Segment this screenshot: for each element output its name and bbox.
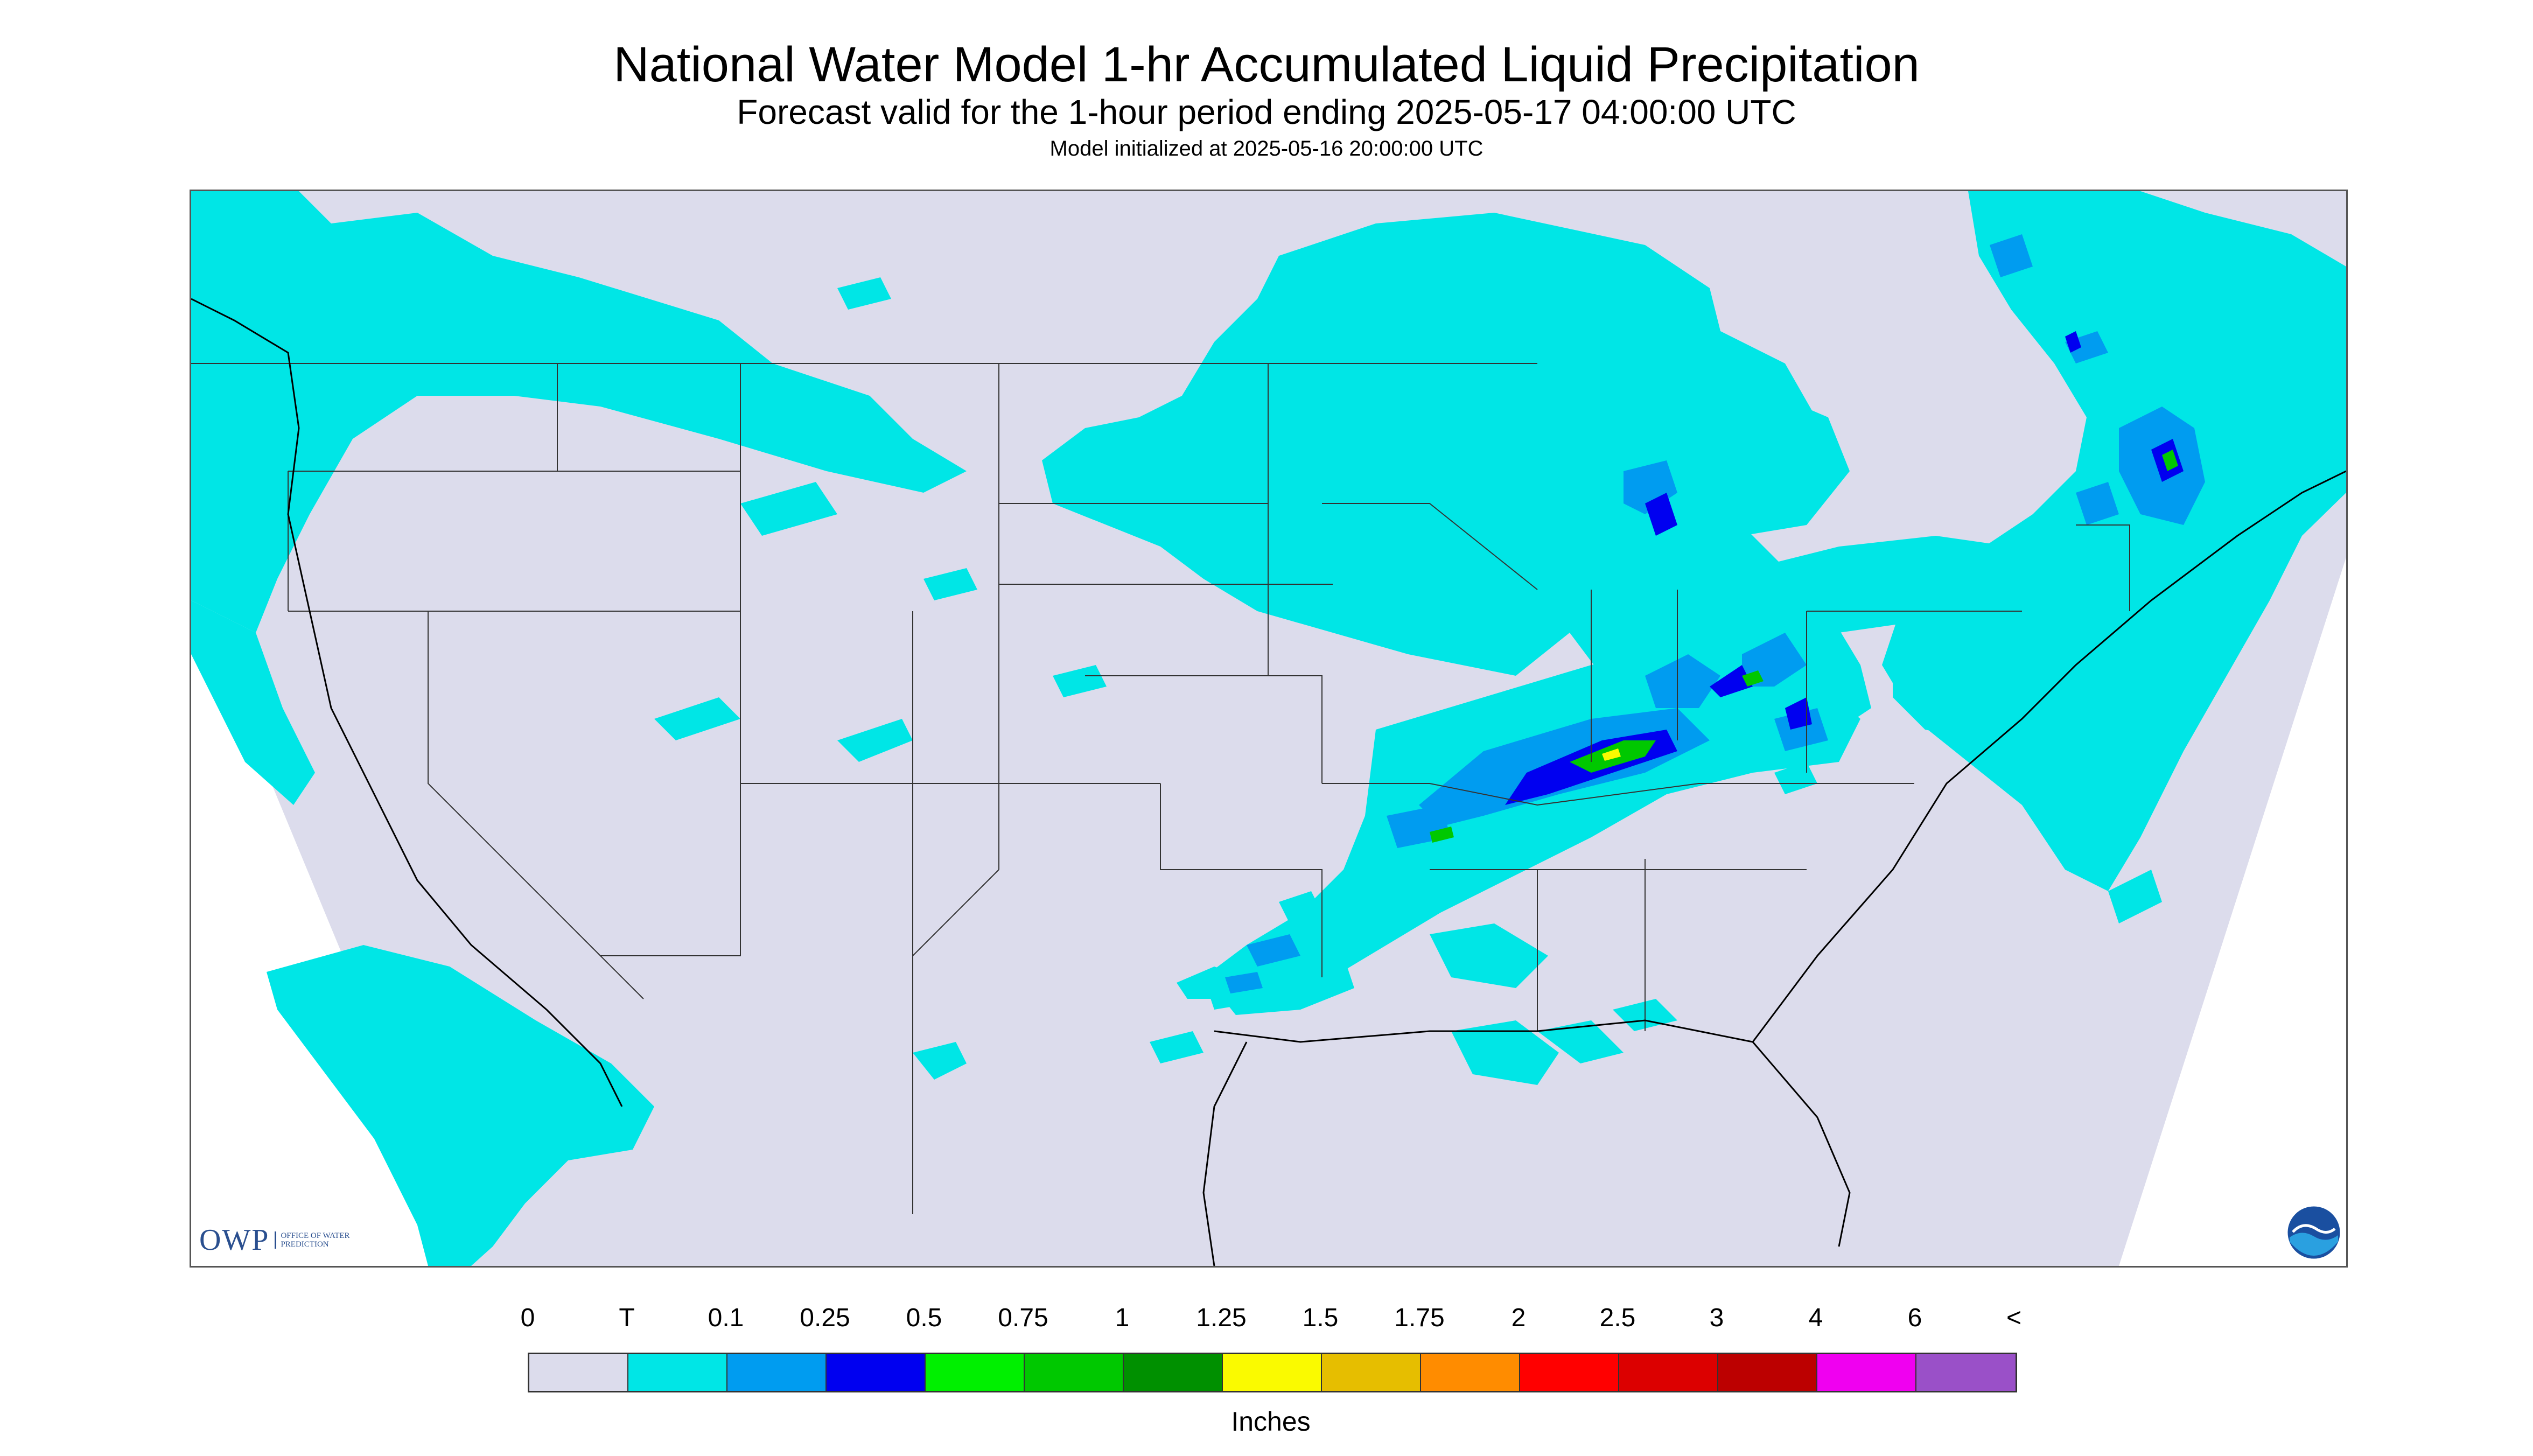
owp-logo-subtext: OFFICE OF WATER PREDICTION	[275, 1231, 356, 1249]
legend-swatch	[1718, 1354, 1817, 1391]
legend-swatch	[1025, 1354, 1124, 1391]
legend-swatch	[827, 1354, 926, 1391]
legend-tick-label: 1.25	[1196, 1304, 1247, 1332]
legend-swatch	[1322, 1354, 1421, 1391]
legend-tick-label: 2	[1511, 1304, 1526, 1332]
legend-swatch	[529, 1354, 628, 1391]
out-of-domain-right	[2119, 557, 2346, 1266]
boundary-lines	[191, 363, 2130, 1214]
legend-swatch	[1916, 1354, 2016, 1391]
legend-swatch	[1817, 1354, 1916, 1391]
legend-swatch	[1124, 1354, 1223, 1391]
legend-tick-label: 1.75	[1394, 1304, 1445, 1332]
legend-swatch	[1223, 1354, 1322, 1391]
coastlines	[191, 298, 2346, 1266]
model-init-label: Model initialized at 2025-05-16 20:00:00…	[1049, 137, 1484, 160]
map-subtitle: Forecast valid for the 1-hour period end…	[737, 93, 1796, 131]
precip-yellow-areas	[1602, 748, 1621, 761]
legend-swatch	[1421, 1354, 1520, 1391]
precip-trace-areas	[191, 191, 2346, 1266]
precip-legend: 0 T 0.1 0.25 0.5 0.75 1 1.25 1.5 1.75 2 2.5 3 4 6 < Inc…	[521, 1303, 2021, 1443]
legend-tick-label: 0	[520, 1304, 535, 1332]
owp-logo: OWP OFFICE OF WATER PREDICTION	[199, 1221, 356, 1259]
legend-tick-label: 0.25	[800, 1304, 850, 1332]
legend-swatch	[727, 1354, 827, 1391]
legend-tick-label: 2.5	[1599, 1304, 1636, 1332]
map-canvas	[191, 191, 2346, 1266]
legend-tick-label: 6	[1907, 1304, 1922, 1332]
legend-tick-label: 4	[1808, 1304, 1823, 1332]
precipitation-map	[190, 190, 2348, 1268]
legend-swatch	[1619, 1354, 1718, 1391]
legend-tick-label: 1.5	[1302, 1304, 1339, 1332]
legend-tick-label: 0.75	[998, 1304, 1048, 1332]
legend-swatch	[628, 1354, 727, 1391]
legend-tick-label: 3	[1709, 1304, 1724, 1332]
legend-swatch	[926, 1354, 1025, 1391]
legend-tick-label: 0.1	[708, 1304, 744, 1332]
legend-unit-label: Inches	[1231, 1406, 1311, 1437]
legend-tick-label: 1	[1115, 1304, 1130, 1332]
noaa-logo-icon	[2285, 1204, 2342, 1261]
legend-tick-label: 0.5	[906, 1304, 942, 1332]
legend-colorbar	[528, 1353, 2017, 1392]
legend-tick-label: <	[2006, 1304, 2022, 1332]
legend-swatch	[1520, 1354, 1619, 1391]
owp-logo-mark: OWP	[199, 1223, 270, 1257]
legend-tick-label: T	[619, 1304, 635, 1332]
map-title: National Water Model 1-hr Accumulated Li…	[613, 37, 1920, 92]
